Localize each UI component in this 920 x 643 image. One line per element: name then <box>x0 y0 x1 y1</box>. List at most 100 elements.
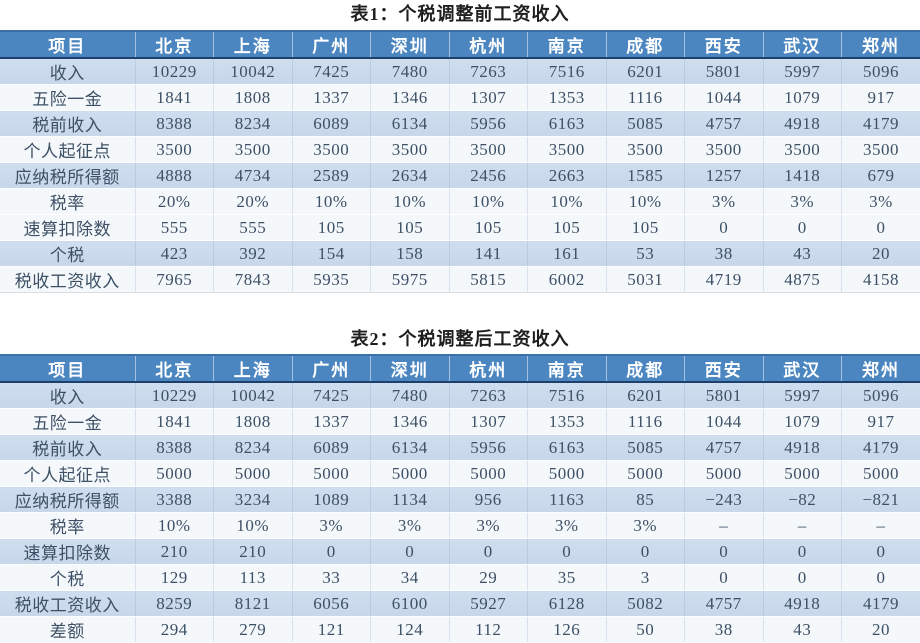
data-cell: 7516 <box>528 58 607 85</box>
data-cell: 4734 <box>214 163 293 189</box>
data-cell: 3234 <box>214 487 293 513</box>
data-cell: 3500 <box>292 137 371 163</box>
data-cell: 5000 <box>449 461 528 487</box>
data-cell: – <box>685 513 764 539</box>
data-cell: 10% <box>606 189 685 215</box>
data-cell: – <box>842 513 920 539</box>
data-cell: 5000 <box>763 461 842 487</box>
data-cell: 3500 <box>763 137 842 163</box>
data-cell: 3 <box>606 565 685 591</box>
data-cell: −82 <box>763 487 842 513</box>
data-cell: 7425 <box>292 58 371 85</box>
data-cell: 0 <box>292 539 371 565</box>
data-cell: 5085 <box>606 435 685 461</box>
row-label: 应纳税所得额 <box>0 487 135 513</box>
data-cell: 3% <box>763 189 842 215</box>
column-header: 成都 <box>606 31 685 58</box>
data-cell: 210 <box>214 539 293 565</box>
data-cell: 555 <box>214 215 293 241</box>
data-cell: 35 <box>528 565 607 591</box>
data-cell: 4918 <box>763 591 842 617</box>
data-cell: 1116 <box>606 409 685 435</box>
data-cell: 0 <box>763 215 842 241</box>
column-header: 郑州 <box>842 31 920 58</box>
data-cell: 6163 <box>528 111 607 137</box>
data-cell: 4757 <box>685 111 764 137</box>
data-cell: 1418 <box>763 163 842 189</box>
data-cell: 20% <box>214 189 293 215</box>
data-cell: 161 <box>528 241 607 267</box>
data-cell: 3388 <box>135 487 214 513</box>
column-header: 杭州 <box>449 31 528 58</box>
data-cell: 5801 <box>685 382 764 409</box>
data-cell: 8121 <box>214 591 293 617</box>
row-label: 个税 <box>0 241 135 267</box>
data-cell: 10% <box>135 513 214 539</box>
row-label: 税率 <box>0 513 135 539</box>
row-label: 税前收入 <box>0 435 135 461</box>
data-cell: 392 <box>214 241 293 267</box>
column-header: 武汉 <box>763 355 842 382</box>
data-cell: 294 <box>135 617 214 643</box>
data-cell: 0 <box>842 539 920 565</box>
data-cell: 1307 <box>449 409 528 435</box>
data-cell: 10% <box>528 189 607 215</box>
data-cell: 1353 <box>528 409 607 435</box>
data-cell: 7263 <box>449 58 528 85</box>
data-cell: 1585 <box>606 163 685 189</box>
data-cell: 0 <box>842 215 920 241</box>
data-cell: 5000 <box>214 461 293 487</box>
data-cell: 1079 <box>763 409 842 435</box>
row-label: 税收工资收入 <box>0 591 135 617</box>
data-cell: 6201 <box>606 58 685 85</box>
data-cell: 10% <box>214 513 293 539</box>
data-cell: 20 <box>842 241 920 267</box>
data-cell: 126 <box>528 617 607 643</box>
data-cell: 5031 <box>606 267 685 293</box>
row-label: 个人起征点 <box>0 137 135 163</box>
data-cell: 3% <box>528 513 607 539</box>
data-cell: 20% <box>135 189 214 215</box>
data-cell: 5000 <box>606 461 685 487</box>
data-cell: 1841 <box>135 85 214 111</box>
data-cell: 4179 <box>842 591 920 617</box>
data-cell: 1337 <box>292 85 371 111</box>
data-cell: 279 <box>214 617 293 643</box>
data-cell: 34 <box>371 565 450 591</box>
data-cell: 121 <box>292 617 371 643</box>
data-cell: 7480 <box>371 382 450 409</box>
data-cell: −243 <box>685 487 764 513</box>
data-cell: 5997 <box>763 58 842 85</box>
data-cell: 3% <box>449 513 528 539</box>
row-label: 个税 <box>0 565 135 591</box>
data-cell: 6134 <box>371 111 450 137</box>
column-header: 武汉 <box>763 31 842 58</box>
data-cell: 2634 <box>371 163 450 189</box>
data-cell: 1353 <box>528 85 607 111</box>
data-cell: 43 <box>763 241 842 267</box>
data-cell: 4179 <box>842 111 920 137</box>
column-header: 上海 <box>214 31 293 58</box>
data-cell: 3500 <box>135 137 214 163</box>
data-cell: 1841 <box>135 409 214 435</box>
data-cell: 4875 <box>763 267 842 293</box>
column-header: 成都 <box>606 355 685 382</box>
table2-title: 表2：个税调整后工资收入 <box>0 293 920 354</box>
data-cell: 0 <box>371 539 450 565</box>
row-label: 收入 <box>0 382 135 409</box>
column-header: 杭州 <box>449 355 528 382</box>
data-cell: 5927 <box>449 591 528 617</box>
data-cell: 5000 <box>371 461 450 487</box>
data-cell: 2589 <box>292 163 371 189</box>
row-label: 五险一金 <box>0 85 135 111</box>
data-cell: 8234 <box>214 111 293 137</box>
data-cell: 1808 <box>214 409 293 435</box>
